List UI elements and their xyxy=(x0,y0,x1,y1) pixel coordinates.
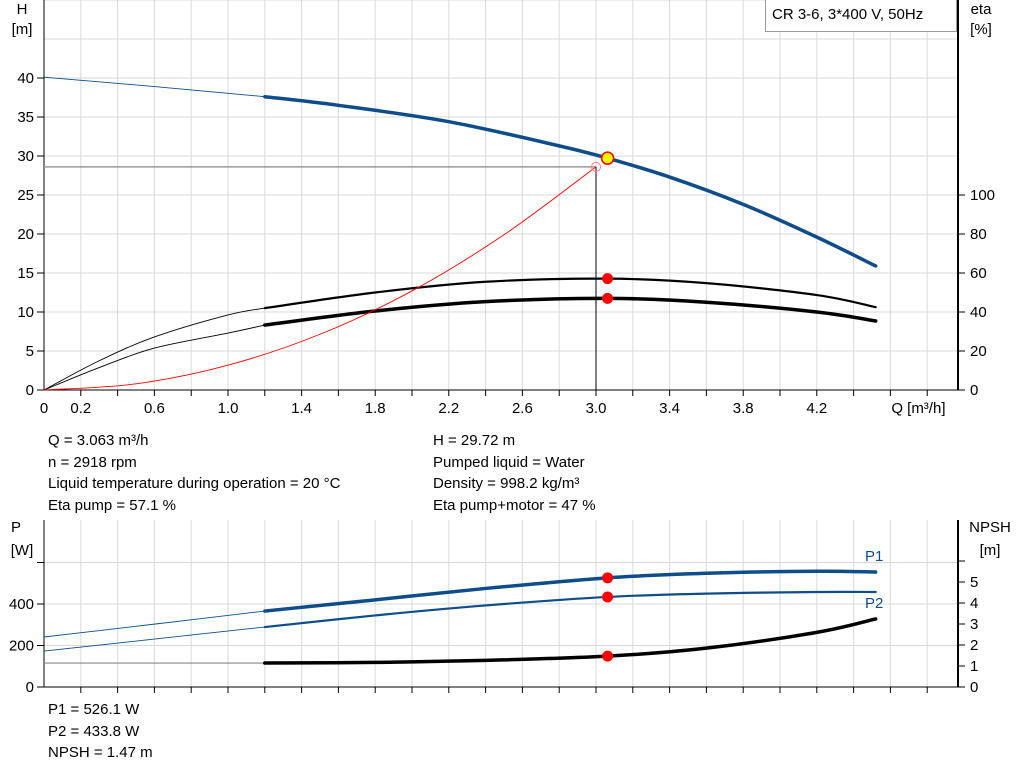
info-head: H = 29.72 m xyxy=(433,432,516,449)
info-eta-pump: Eta pump = 57.1 % xyxy=(48,496,176,514)
x-tick-label: 0 xyxy=(40,400,48,417)
info-temperature: Liquid temperature during operation = 20… xyxy=(48,475,341,492)
duty-point-marker xyxy=(600,151,615,165)
duty-info-right: H = 29.72 m Pumped liquid = Water Densit… xyxy=(433,430,596,516)
curve-eta-pump-extrapolated xyxy=(43,307,265,391)
y-tick-label-right: 80 xyxy=(970,226,987,243)
y-axis-unit-left: [W] xyxy=(11,542,34,559)
curve-eta-pump xyxy=(263,277,877,310)
curve-P1-extrapolated xyxy=(43,610,265,638)
info-p1: P1 = 526.1 W xyxy=(48,701,140,718)
y-tick-label-right: 1 xyxy=(970,658,978,675)
y-tick-label-right: 2 xyxy=(970,637,978,654)
x-tick-label: 0.2 xyxy=(70,400,91,417)
curve-system-curve xyxy=(43,166,597,391)
y-tick-label-left: 0 xyxy=(26,382,34,399)
y-axis-unit-right: [m] xyxy=(980,542,1001,559)
curve-eta-pump-motor xyxy=(263,296,878,327)
x-tick-label: 2.6 xyxy=(512,400,533,417)
x-tick-label: 3.0 xyxy=(586,400,607,417)
info-liquid: Pumped liquid = Water xyxy=(433,453,585,471)
chart-legend-title: CR 3-6, 3*400 V, 50Hz xyxy=(765,0,957,32)
x-tick-label: 3.8 xyxy=(733,400,754,417)
y-tick-label-left: 400 xyxy=(9,596,34,613)
y-tick-label-left: 25 xyxy=(17,187,34,204)
curve-P2-extrapolated xyxy=(43,626,265,652)
info-flow: Q = 3.063 m³/h xyxy=(48,432,149,449)
y-tick-label-right: 0 xyxy=(970,382,978,399)
npsh-duty-marker xyxy=(602,650,614,662)
info-npsh: NPSH = 1.47 m xyxy=(48,744,153,761)
y-tick-label-right: 100 xyxy=(970,187,995,204)
curve-P2 xyxy=(263,590,877,629)
y-tick-label-left: 40 xyxy=(17,70,34,87)
series-label-p1: P1 xyxy=(865,548,883,565)
y-axis-title-left: P xyxy=(11,519,21,536)
x-tick-label: 3.4 xyxy=(659,400,680,417)
y-tick-label-left: 5 xyxy=(26,343,34,360)
y-tick-label-left: 15 xyxy=(17,265,34,282)
y-tick-label-left: 30 xyxy=(17,148,34,165)
curve-P1 xyxy=(263,569,878,613)
x-axis-title: Q [m³/h] xyxy=(891,400,945,417)
curve-NPSH xyxy=(263,617,878,665)
eta-pump-motor-duty-marker xyxy=(602,292,614,304)
p2-duty-marker xyxy=(602,591,614,603)
y-tick-label-right: 20 xyxy=(970,343,987,360)
info-speed: n = 2918 rpm xyxy=(48,453,137,471)
system-curve-intersection-marker xyxy=(591,161,601,172)
info-p2: P2 = 433.8 W xyxy=(48,722,140,740)
y-tick-label-left: 0 xyxy=(26,679,34,696)
series-label-p2: P2 xyxy=(865,595,883,612)
x-tick-label: 2.2 xyxy=(438,400,459,417)
y-axis-unit-left: [m] xyxy=(12,21,33,38)
curve-head-extrapolated xyxy=(43,76,265,98)
y-axis-unit-right: [%] xyxy=(970,21,992,38)
info-density: Density = 998.2 kg/m³ xyxy=(433,475,580,492)
y-tick-label-left: 200 xyxy=(9,638,34,655)
y-tick-label-right: 3 xyxy=(970,616,978,633)
info-eta-pump-motor: Eta pump+motor = 47 % xyxy=(433,496,596,514)
x-tick-label: 1.0 xyxy=(218,400,239,417)
y-tick-label-left: 10 xyxy=(17,304,34,321)
y-tick-label-left: 20 xyxy=(17,226,34,243)
x-tick-label: 4.2 xyxy=(806,400,827,417)
y-tick-label-right: 5 xyxy=(970,574,978,591)
y-tick-label-left: 35 xyxy=(17,109,34,126)
y-axis-title-left: H xyxy=(17,1,28,18)
curve-head xyxy=(263,94,878,268)
duty-info-left: Q = 3.063 m³/h n = 2918 rpm Liquid tempe… xyxy=(48,430,340,516)
y-tick-label-right: 60 xyxy=(970,265,987,282)
p1-duty-marker xyxy=(602,572,614,584)
curve-eta-pump-motor-extrapolated xyxy=(43,324,265,391)
y-tick-label-right: 40 xyxy=(970,304,987,321)
x-tick-label: 1.4 xyxy=(291,400,312,417)
x-tick-label: 1.8 xyxy=(365,400,386,417)
eta-pump-duty-marker xyxy=(602,273,614,285)
duty-info-bottom: P1 = 526.1 W P2 = 433.8 W NPSH = 1.47 m xyxy=(48,699,153,764)
x-tick-label: 0.6 xyxy=(144,400,165,417)
y-axis-title-right: eta xyxy=(971,1,993,18)
y-tick-label-right: 4 xyxy=(970,595,978,612)
y-tick-label-right: 0 xyxy=(970,679,978,696)
y-axis-title-right: NPSH xyxy=(969,519,1011,536)
